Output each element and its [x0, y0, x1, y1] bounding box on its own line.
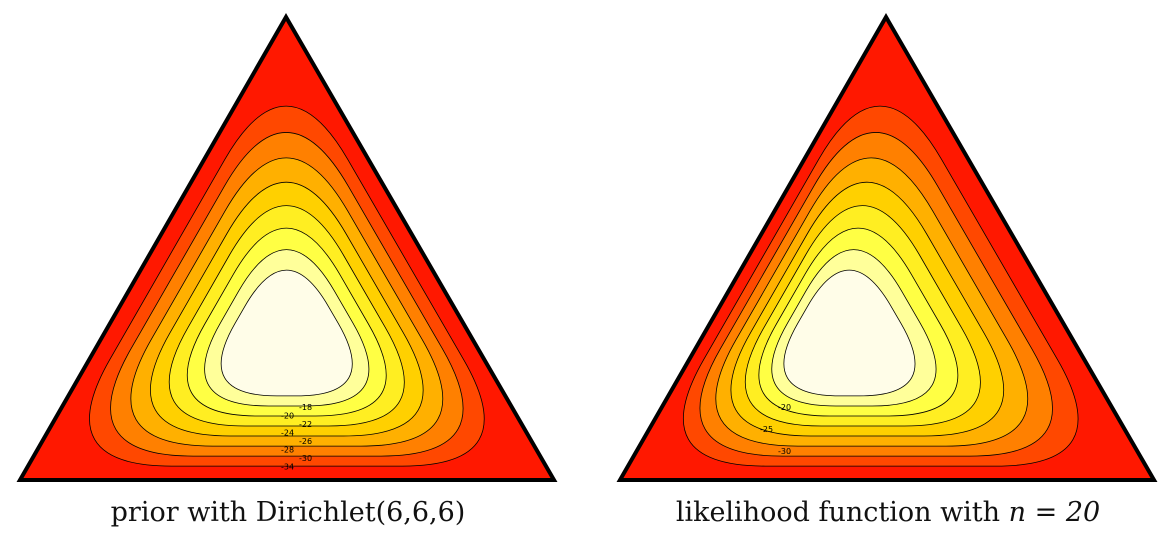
contour-band	[221, 270, 353, 396]
likelihood-panel: -20 -25 -30 likelihood function with n = 2…	[608, 0, 1168, 545]
contour-line	[168, 205, 405, 427]
contour-label: -22	[299, 420, 312, 429]
prior-contour-plot: -18 -20 -22 -24 -26 -28 -30 -34	[16, 12, 558, 482]
contour-line	[110, 132, 464, 457]
contour-line	[220, 269, 353, 397]
contour-line	[699, 132, 1053, 457]
contour-label: -25	[760, 425, 773, 434]
contour-line	[130, 157, 444, 447]
contour-line	[744, 205, 981, 427]
contour-label: -28	[281, 446, 294, 455]
contour-line	[89, 105, 485, 467]
likelihood-contour-plot: -20 -25 -30	[616, 12, 1158, 482]
contour-label: -34	[281, 463, 294, 472]
simplex-outline	[616, 12, 1158, 482]
contour-line	[758, 227, 959, 417]
contour-line	[730, 182, 1005, 437]
contour-label: -24	[281, 429, 294, 438]
contour-label: -18	[299, 403, 312, 412]
contour-label: -20	[281, 412, 294, 421]
contour-label: -26	[299, 437, 312, 446]
contour-line	[783, 269, 916, 397]
contour-line	[150, 182, 424, 437]
contour-line	[682, 105, 1079, 467]
contour-line	[771, 249, 937, 407]
contour-label: -30	[778, 447, 791, 456]
contour-line	[204, 249, 370, 407]
prior-caption: prior with Dirichlet(6,6,6)	[110, 497, 466, 528]
contour-line	[186, 227, 387, 417]
contour-line	[715, 157, 1029, 447]
contour-label: -30	[299, 454, 312, 463]
likelihood-caption-text: likelihood function with	[675, 497, 1009, 528]
simplex-outline	[16, 12, 558, 482]
prior-panel: -18 -20 -22 -24 -26 -28 -30 -34 prior with Diri…	[8, 0, 568, 545]
contour-label: -20	[778, 403, 791, 412]
contour-band	[783, 270, 916, 396]
likelihood-caption-math: n = 20	[1008, 497, 1101, 528]
likelihood-caption: likelihood function with n = 20	[608, 497, 1168, 528]
